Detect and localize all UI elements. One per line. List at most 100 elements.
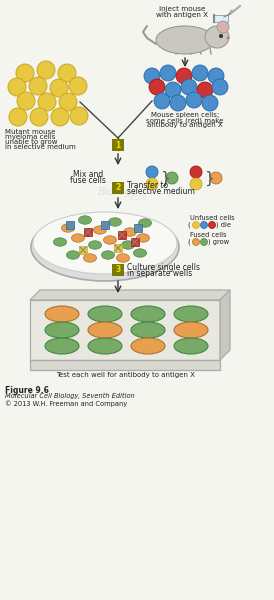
Ellipse shape — [136, 234, 150, 242]
Circle shape — [9, 108, 27, 126]
Text: 1: 1 — [115, 140, 121, 149]
Circle shape — [70, 107, 88, 125]
Ellipse shape — [101, 251, 115, 259]
Ellipse shape — [138, 219, 152, 227]
FancyBboxPatch shape — [214, 15, 228, 22]
Circle shape — [30, 108, 48, 126]
Ellipse shape — [45, 338, 79, 354]
Circle shape — [190, 178, 202, 190]
Circle shape — [210, 172, 222, 184]
Ellipse shape — [33, 212, 177, 274]
Ellipse shape — [121, 241, 135, 249]
FancyBboxPatch shape — [112, 182, 124, 194]
Ellipse shape — [61, 224, 75, 232]
Text: Molecular Cell Biology, Seventh Edition: Molecular Cell Biology, Seventh Edition — [5, 393, 135, 399]
Circle shape — [37, 61, 55, 79]
Circle shape — [190, 166, 202, 178]
Circle shape — [144, 68, 160, 84]
FancyBboxPatch shape — [30, 300, 220, 360]
Ellipse shape — [72, 234, 84, 242]
Circle shape — [58, 64, 76, 82]
Ellipse shape — [124, 228, 136, 236]
Circle shape — [192, 65, 208, 81]
Text: © 2013 W.H. Freeman and Company: © 2013 W.H. Freeman and Company — [5, 400, 127, 407]
Circle shape — [217, 21, 229, 33]
Circle shape — [16, 64, 34, 82]
Ellipse shape — [93, 226, 107, 234]
Circle shape — [50, 79, 68, 97]
Text: with antigen X: with antigen X — [156, 12, 208, 18]
Ellipse shape — [131, 306, 165, 322]
Ellipse shape — [88, 338, 122, 354]
Text: (: ( — [188, 222, 193, 228]
Circle shape — [193, 238, 199, 245]
Ellipse shape — [156, 26, 214, 54]
Circle shape — [202, 95, 218, 111]
Ellipse shape — [31, 213, 179, 281]
Circle shape — [154, 93, 170, 109]
Text: Mouse spleen cells;: Mouse spleen cells; — [151, 112, 219, 118]
Text: Culture single cells: Culture single cells — [127, 263, 200, 271]
Text: Transfer to: Transfer to — [127, 181, 168, 190]
Circle shape — [51, 108, 69, 126]
FancyBboxPatch shape — [118, 231, 126, 239]
Text: ) grow: ) grow — [208, 239, 229, 245]
FancyBboxPatch shape — [134, 224, 142, 232]
Ellipse shape — [88, 306, 122, 322]
FancyBboxPatch shape — [84, 228, 92, 236]
FancyBboxPatch shape — [112, 139, 124, 151]
Circle shape — [219, 34, 223, 38]
Text: Mutant mouse: Mutant mouse — [5, 129, 55, 135]
Ellipse shape — [88, 322, 122, 338]
Ellipse shape — [89, 241, 101, 249]
FancyBboxPatch shape — [79, 246, 87, 254]
Ellipse shape — [131, 338, 165, 354]
Circle shape — [181, 79, 197, 95]
FancyBboxPatch shape — [131, 238, 139, 246]
Circle shape — [59, 93, 77, 111]
Ellipse shape — [116, 254, 130, 262]
Ellipse shape — [45, 322, 79, 338]
Ellipse shape — [174, 338, 208, 354]
Text: (: ( — [188, 239, 193, 245]
Text: myeloma cells: myeloma cells — [5, 134, 55, 140]
Text: Figure 9.6: Figure 9.6 — [5, 386, 49, 395]
Text: Mix and: Mix and — [73, 170, 103, 179]
Circle shape — [212, 79, 228, 95]
Ellipse shape — [205, 26, 229, 48]
Circle shape — [29, 77, 47, 95]
FancyBboxPatch shape — [112, 264, 124, 276]
Text: Fused cells: Fused cells — [190, 232, 227, 238]
Ellipse shape — [78, 216, 92, 224]
FancyBboxPatch shape — [30, 360, 220, 370]
Circle shape — [193, 221, 199, 229]
Ellipse shape — [53, 238, 67, 246]
Circle shape — [146, 166, 158, 178]
Ellipse shape — [109, 218, 121, 226]
Text: }: } — [160, 170, 170, 185]
Ellipse shape — [174, 322, 208, 338]
Circle shape — [69, 77, 87, 95]
Circle shape — [166, 172, 178, 184]
Text: in selective medium: in selective medium — [5, 144, 76, 150]
Circle shape — [146, 178, 158, 190]
Text: Biology: Biology — [98, 187, 139, 197]
Circle shape — [17, 92, 35, 110]
Circle shape — [186, 92, 202, 108]
Ellipse shape — [67, 251, 79, 259]
Ellipse shape — [84, 254, 96, 262]
Text: 3: 3 — [115, 265, 121, 275]
FancyBboxPatch shape — [66, 221, 74, 229]
Circle shape — [8, 78, 26, 96]
Ellipse shape — [174, 306, 208, 322]
Circle shape — [197, 82, 213, 98]
Text: selective medium: selective medium — [127, 187, 195, 196]
Text: some cells (red) make: some cells (red) make — [146, 117, 224, 124]
FancyBboxPatch shape — [114, 244, 122, 252]
Circle shape — [160, 65, 176, 81]
Ellipse shape — [131, 322, 165, 338]
Ellipse shape — [133, 249, 147, 257]
Circle shape — [227, 37, 229, 39]
Circle shape — [201, 238, 207, 245]
Text: fuse cells: fuse cells — [70, 176, 106, 185]
